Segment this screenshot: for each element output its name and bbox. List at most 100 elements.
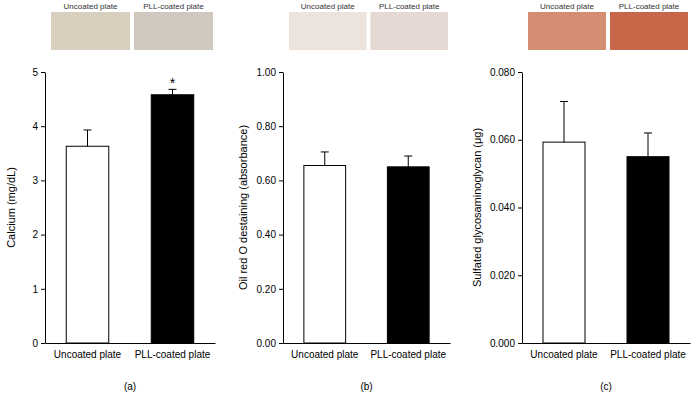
- tick: PLL-coated plate: [135, 343, 211, 360]
- x-axis: Uncoated plate PLL-coated plate: [284, 343, 451, 360]
- tick: 3: [32, 175, 45, 186]
- tick-mark: [518, 343, 522, 344]
- tick: 0: [32, 338, 45, 349]
- axis-title: Oil red O destaining (absorbance): [237, 125, 249, 290]
- tick-label: 1: [32, 284, 38, 295]
- tick: 0.000: [490, 338, 522, 349]
- error-cap: [321, 151, 329, 152]
- x-axis: Uncoated plate PLL-coated plate: [46, 343, 216, 360]
- tick: 0.060: [490, 134, 522, 145]
- error-bar: [644, 133, 652, 157]
- tick-label: PLL-coated plate: [370, 349, 446, 360]
- photo: [134, 12, 213, 50]
- axis-line: [46, 343, 216, 344]
- error-line: [408, 156, 409, 167]
- tick-mark: [41, 126, 45, 127]
- tick-label: 0.040: [490, 202, 515, 213]
- bar: [387, 167, 429, 343]
- plot-area: [543, 101, 669, 343]
- y-axis: 0 1 2 3 4 5: [32, 67, 45, 349]
- tick-mark: [41, 235, 45, 236]
- bar: [304, 165, 346, 343]
- tick-mark: [279, 180, 283, 181]
- tick: 1: [32, 284, 45, 295]
- tick-label: 0.020: [490, 270, 515, 281]
- axis-title: Sulfated glycosaminoglycan (μg): [471, 128, 483, 287]
- tick-label: 4: [32, 121, 38, 132]
- error-cap: [560, 101, 568, 102]
- tick: 0.020: [490, 270, 522, 281]
- photo-label: Uncoated plate: [301, 2, 355, 11]
- axis-line: [45, 73, 46, 344]
- tick-label: 0.000: [490, 338, 515, 349]
- photo-label: PLL-coated plate: [379, 2, 440, 11]
- panel-title: (a): [124, 381, 136, 392]
- tick: Uncoated plate: [291, 343, 359, 360]
- axis-title: Calcium (mg/dL): [5, 167, 17, 248]
- plot-area: [304, 152, 429, 343]
- photo: [528, 12, 606, 50]
- photo-label: Uncoated plate: [540, 2, 594, 11]
- error-cap: [84, 129, 92, 130]
- tick-label: 0.40: [257, 229, 277, 240]
- plot-area: [66, 89, 194, 343]
- tick: 4: [32, 121, 45, 132]
- y-axis: 0.000 0.020 0.040 0.060 0.080: [490, 67, 523, 349]
- tick-label: PLL-coated plate: [610, 349, 686, 360]
- tick-mark: [279, 289, 283, 290]
- tick: 5: [32, 67, 45, 78]
- error-bar: [84, 130, 92, 146]
- axis-line: [283, 73, 284, 344]
- photo: [371, 12, 449, 50]
- tick-label: 0.060: [490, 134, 515, 145]
- photo-label: Uncoated plate: [64, 2, 118, 11]
- tick-label: 0.60: [257, 175, 277, 186]
- bar: [151, 95, 194, 343]
- error-bar: [404, 156, 412, 167]
- figure: Uncoated plate PLL-coated plate 0 1 2 3 4 5 Unco…: [0, 0, 694, 401]
- panel: Uncoated platePLL-coated plate0.000.200.…: [237, 2, 451, 392]
- tick-label: 2: [32, 229, 38, 240]
- tick-label: 3: [32, 175, 38, 186]
- photo: [51, 12, 130, 50]
- tick-label: 0.20: [257, 284, 277, 295]
- panel-title: (b): [360, 381, 372, 392]
- tick: PLL-coated plate: [610, 343, 686, 360]
- tick-mark: [41, 289, 45, 290]
- tick-label: Uncoated plate: [291, 349, 359, 360]
- error-line: [648, 133, 649, 157]
- tick-label: Uncoated plate: [530, 349, 598, 360]
- tick-mark: [279, 72, 283, 73]
- tick: 2: [32, 229, 45, 240]
- photo-label: PLL-coated plate: [143, 2, 204, 11]
- tick: 0.00: [257, 338, 283, 349]
- error-line: [324, 152, 325, 166]
- tick-label: 0.080: [490, 67, 515, 78]
- bar: [627, 157, 669, 343]
- tick: Uncoated plate: [530, 343, 598, 360]
- annotation: *: [170, 75, 176, 91]
- tick-label: 1.00: [257, 67, 277, 78]
- error-bar: [560, 101, 568, 142]
- tick-label: Uncoated plate: [54, 349, 122, 360]
- panel: Uncoated plate PLL-coated plate 0 1 2 3 4 5 Unco…: [5, 2, 216, 392]
- error-line: [87, 130, 88, 146]
- photo: [610, 12, 688, 50]
- tick: 0.60: [257, 175, 283, 186]
- tick-mark: [279, 235, 283, 236]
- error-bar: [321, 152, 329, 166]
- tick-label: 5: [32, 67, 38, 78]
- axis-line: [284, 343, 451, 344]
- error-line: [564, 101, 565, 142]
- tick: 0.20: [257, 284, 283, 295]
- photo: [289, 12, 367, 50]
- tick: 0.80: [257, 121, 283, 132]
- tick-mark: [518, 140, 522, 141]
- tick-mark: [41, 72, 45, 73]
- bar: [543, 142, 585, 343]
- error-cap: [404, 156, 412, 157]
- tick: 0.040: [490, 202, 522, 213]
- y-axis: 0.00 0.20 0.40 0.60 0.80 1.00: [257, 67, 284, 349]
- tick: 0.40: [257, 229, 283, 240]
- tick: 0.080: [490, 67, 522, 78]
